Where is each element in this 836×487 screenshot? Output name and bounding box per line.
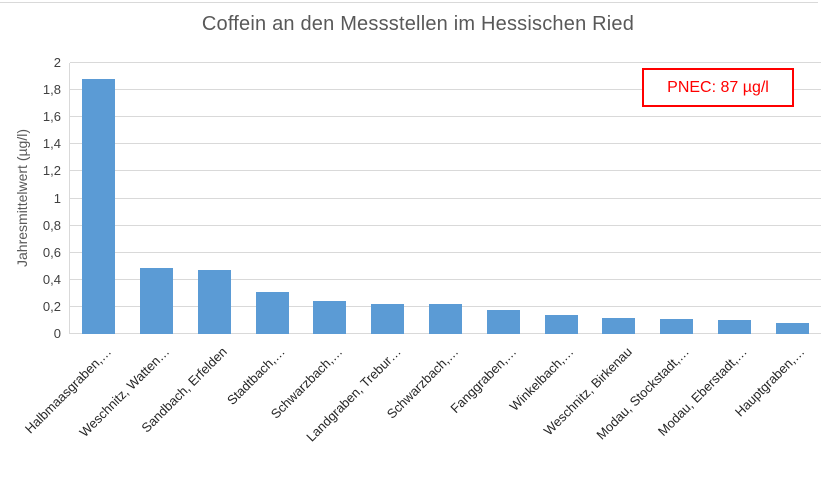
bar xyxy=(660,319,694,334)
gridline xyxy=(70,143,821,145)
y-axis-tick-label: 0,2 xyxy=(42,298,61,314)
chart-title: Coffein an den Messstellen im Hessischen… xyxy=(201,13,635,35)
bar xyxy=(486,309,520,334)
plot-area xyxy=(69,62,821,334)
bar xyxy=(371,304,405,334)
y-axis-tick-label: 1,6 xyxy=(42,109,61,125)
bar xyxy=(140,267,174,334)
y-axis-tick-label: 0,4 xyxy=(42,271,61,287)
gridline xyxy=(70,116,821,118)
gridline xyxy=(70,197,821,199)
y-axis-tick-label: 1,2 xyxy=(42,163,61,179)
gridline xyxy=(70,224,821,226)
bar xyxy=(429,304,462,334)
bar xyxy=(255,292,289,334)
pnec-annotation-text: PNEC: 87 µg/l xyxy=(667,78,769,96)
y-axis-tick-label: 1,4 xyxy=(42,136,61,152)
pnec-annotation-box: PNEC: 87 µg/l xyxy=(642,68,794,107)
y-axis-tick-label: 1,8 xyxy=(42,82,61,98)
bar xyxy=(775,323,809,334)
y-axis-tick-label: 0 xyxy=(53,326,61,341)
chart-top-border xyxy=(0,2,818,3)
gridline xyxy=(70,278,821,280)
x-axis-tick-label: Stadtbach,… xyxy=(224,344,288,408)
y-axis-tick-label: 0,6 xyxy=(42,244,61,260)
y-axis-tick-label: 2 xyxy=(53,55,61,70)
y-axis-tick-label: 0,8 xyxy=(42,217,61,233)
bar xyxy=(544,315,578,334)
y-axis-tick-label: 1 xyxy=(53,190,61,206)
gridline xyxy=(70,170,821,172)
bar xyxy=(717,320,751,334)
bar xyxy=(82,79,116,334)
gridline xyxy=(70,89,821,91)
gridline xyxy=(70,251,821,253)
bar xyxy=(197,270,231,334)
bar xyxy=(313,301,347,334)
gridline xyxy=(70,62,821,63)
bar xyxy=(602,317,636,334)
